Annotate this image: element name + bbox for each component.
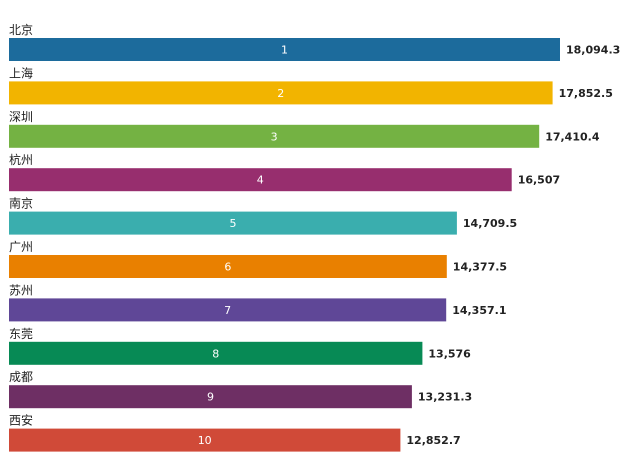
value-label: 17,852.5 <box>559 87 613 100</box>
category-label: 南京 <box>9 196 33 211</box>
bar <box>9 298 447 322</box>
value-label: 14,709.5 <box>463 217 517 230</box>
category-label: 东莞 <box>9 327 33 341</box>
rank-label: 9 <box>207 391 214 404</box>
bar <box>9 385 412 409</box>
rank-label: 1 <box>281 44 288 57</box>
value-label: 16,507 <box>518 174 560 187</box>
category-label: 杭州 <box>9 152 33 167</box>
rank-label: 4 <box>257 174 264 187</box>
bar <box>9 38 560 61</box>
value-label: 13,576 <box>428 347 471 360</box>
bar <box>9 81 553 105</box>
value-label: 12,852.7 <box>406 434 460 447</box>
value-label: 14,357.1 <box>452 304 506 317</box>
bar <box>9 211 457 235</box>
bar <box>9 168 512 192</box>
rank-label: 8 <box>212 347 219 360</box>
value-label: 13,231.3 <box>418 391 472 404</box>
category-label: 西安 <box>9 413 33 428</box>
category-label: 北京 <box>9 23 33 37</box>
category-label: 成都 <box>9 370 33 384</box>
rank-label: 6 <box>224 261 231 274</box>
rank-label: 5 <box>230 217 237 230</box>
bar <box>9 124 540 148</box>
rank-label: 3 <box>271 130 278 143</box>
value-label: 17,410.4 <box>545 130 600 143</box>
bar <box>9 428 401 452</box>
value-label: 18,094.3 <box>566 44 620 57</box>
rank-label: 2 <box>277 87 284 100</box>
category-label: 上海 <box>9 65 33 80</box>
bar <box>9 255 447 278</box>
category-label: 深圳 <box>9 110 33 124</box>
value-label: 14,377.5 <box>453 261 507 274</box>
rank-label: 7 <box>224 304 231 317</box>
bar <box>9 341 423 365</box>
rank-label: 10 <box>198 434 212 447</box>
category-label: 广州 <box>9 240 33 254</box>
category-label: 苏州 <box>9 283 33 297</box>
